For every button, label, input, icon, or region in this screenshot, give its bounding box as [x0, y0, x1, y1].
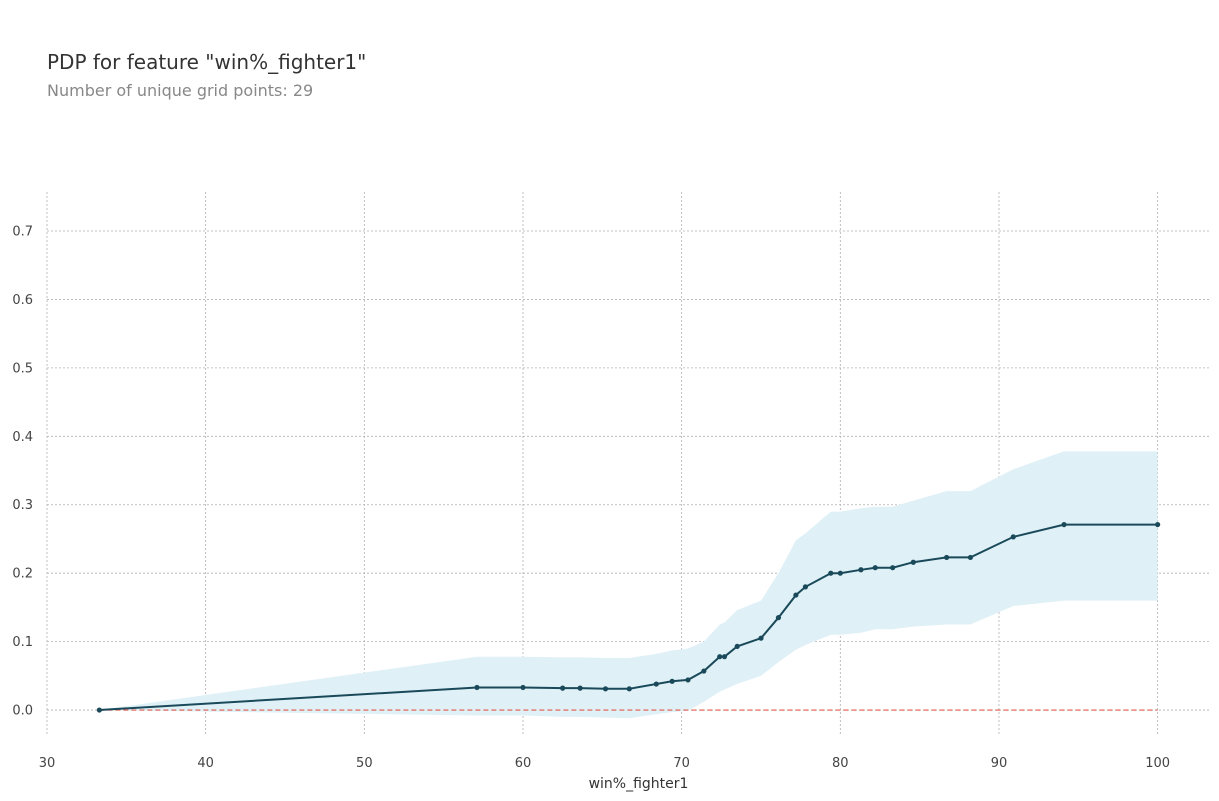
data-point — [474, 684, 480, 691]
y-tick-label: 0.2 — [12, 567, 33, 582]
data-point — [858, 567, 864, 573]
x-tick-labels: 30 40 50 60 70 80 90 100 — [39, 756, 1170, 771]
y-tick-label: 0.7 — [12, 225, 33, 240]
chart-title: PDP for feature "win%_fighter1" — [47, 50, 367, 74]
x-tick-label: 40 — [197, 756, 214, 771]
data-point — [775, 615, 782, 621]
y-tick-label: 0.6 — [12, 293, 33, 308]
data-point — [626, 686, 632, 692]
data-point — [890, 565, 896, 571]
y-tick-label: 0.0 — [12, 704, 33, 719]
data-point — [758, 635, 764, 641]
data-point — [910, 559, 916, 565]
data-point — [721, 654, 728, 660]
data-point — [837, 570, 843, 576]
x-tick-label: 60 — [515, 756, 532, 771]
x-tick-label: 30 — [39, 756, 56, 771]
data-point — [96, 707, 102, 713]
chart-subtitle: Number of unique grid points: 29 — [47, 81, 314, 100]
data-point — [734, 643, 740, 650]
data-point — [802, 584, 809, 590]
data-point — [602, 686, 609, 692]
confidence-band — [99, 451, 1158, 719]
data-point — [653, 681, 659, 687]
x-tick-label: 50 — [356, 756, 373, 771]
data-point — [1010, 534, 1016, 540]
x-tick-label: 90 — [991, 756, 1008, 771]
data-point — [520, 684, 526, 691]
y-tick-label: 0.5 — [12, 361, 33, 376]
x-tick-label: 70 — [673, 756, 690, 771]
data-points — [96, 521, 1161, 713]
y-tick-labels: 0.0 0.1 0.2 0.3 0.4 0.5 0.6 0.7 — [12, 225, 33, 719]
data-point — [1155, 521, 1161, 528]
y-tick-label: 0.3 — [12, 498, 33, 513]
x-tick-label: 80 — [832, 756, 849, 771]
data-point — [577, 685, 583, 691]
y-tick-label: 0.4 — [12, 430, 33, 445]
data-point — [669, 678, 675, 684]
data-point — [967, 554, 974, 561]
x-axis-label: win%_fighter1 — [589, 776, 689, 792]
x-tick-label: 100 — [1145, 756, 1170, 771]
data-point — [717, 654, 723, 660]
data-point — [560, 685, 566, 691]
data-point — [828, 570, 834, 576]
data-point — [1061, 521, 1067, 528]
data-point — [872, 565, 878, 571]
y-tick-label: 0.1 — [12, 635, 33, 650]
data-point — [701, 668, 707, 674]
data-point — [685, 677, 691, 683]
data-point — [793, 592, 799, 598]
data-point — [944, 554, 950, 561]
